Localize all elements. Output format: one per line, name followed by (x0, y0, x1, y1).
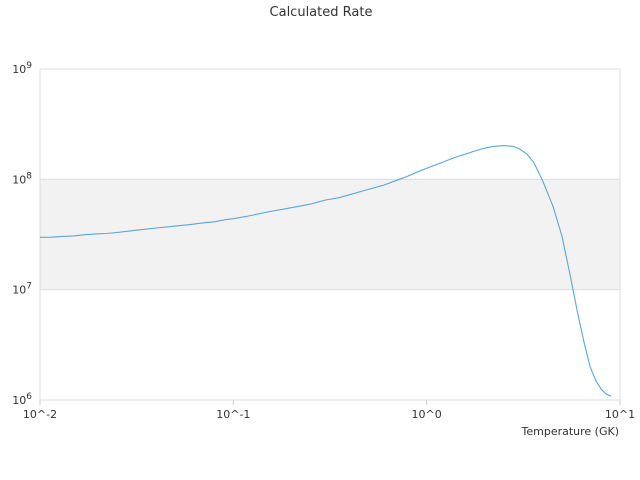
x-tick-label: 10^-1 (216, 408, 250, 421)
y-tick-label: 107 (12, 282, 32, 297)
y-tick-exponent: 8 (26, 171, 32, 181)
x-tick-label: 10^1 (605, 408, 635, 421)
y-tick-exponent: 9 (26, 61, 32, 71)
plot-background (39, 68, 621, 401)
x-tick-label: 10^-2 (23, 408, 57, 421)
chart-title: Calculated Rate (270, 5, 373, 20)
plot-band (40, 179, 620, 290)
y-tick-label: 109 (12, 61, 32, 76)
rate-series-line (39, 145, 612, 397)
y-tick-exponent: 6 (26, 392, 32, 402)
x-axis-title: Temperature (GK) (521, 425, 620, 438)
x-tick-label: 10^0 (412, 408, 442, 421)
y-tick-exponent: 7 (26, 282, 32, 292)
y-tick-label: 106 (12, 392, 32, 407)
y-tick-label: 108 (12, 171, 32, 186)
